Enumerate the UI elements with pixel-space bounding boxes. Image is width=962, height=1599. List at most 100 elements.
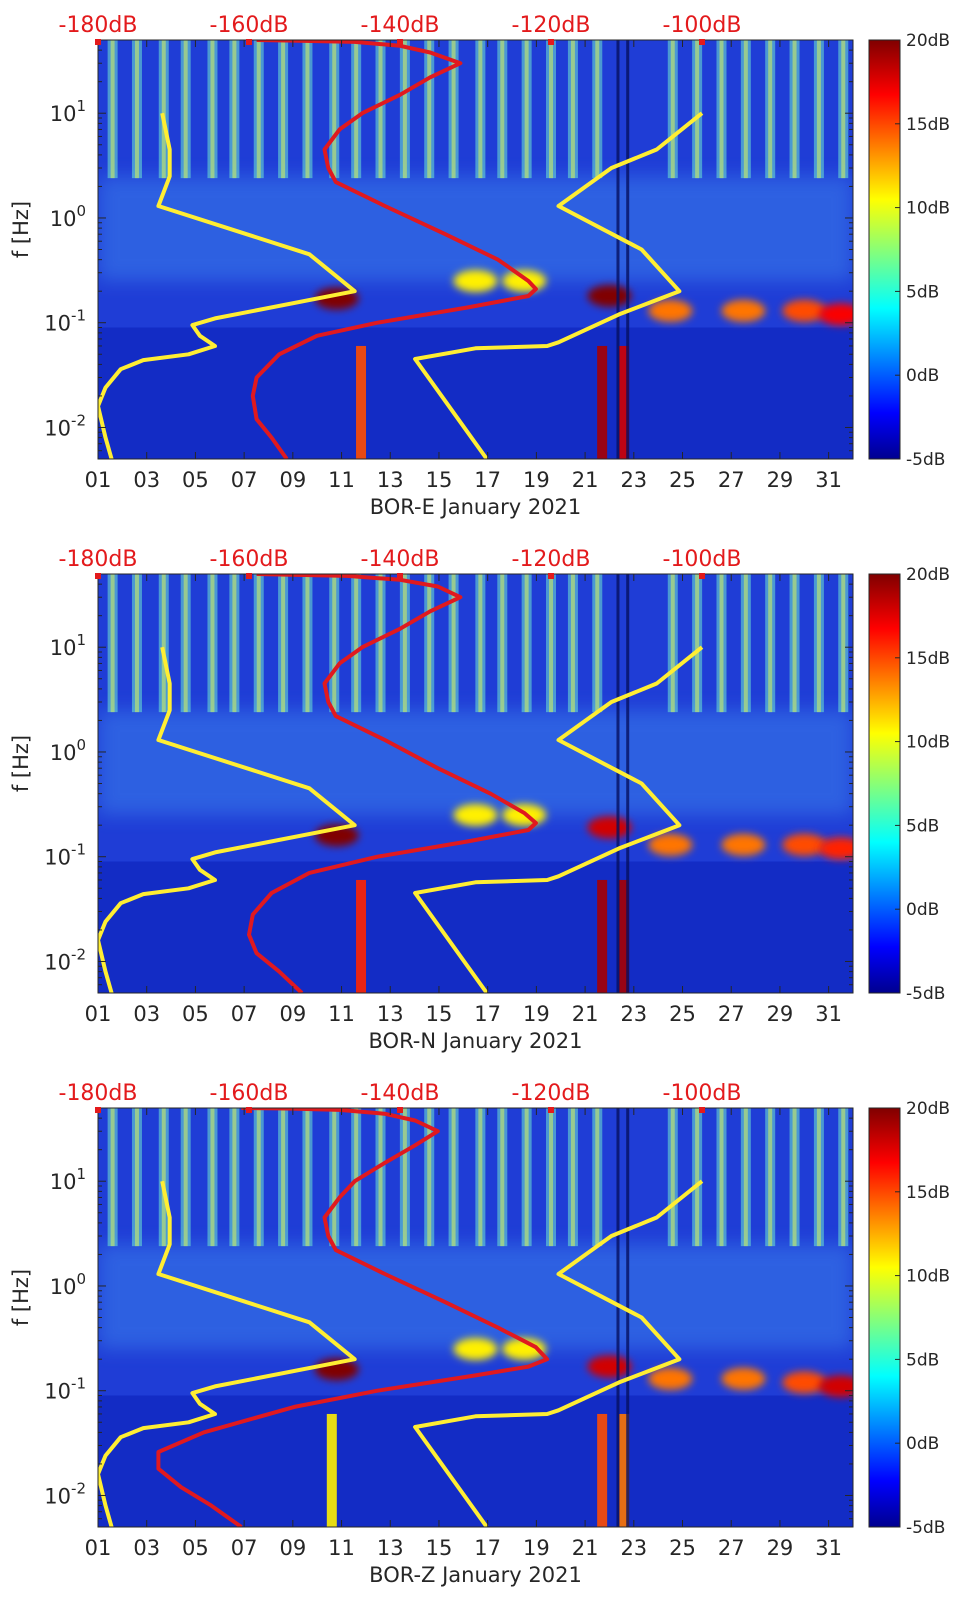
colorbar bbox=[868, 1107, 901, 1528]
x-axis-label: BOR-Z January 2021 bbox=[369, 1563, 582, 1587]
daily-band-core bbox=[210, 40, 215, 179]
energy-blob bbox=[721, 833, 766, 856]
colorbar bbox=[868, 39, 901, 460]
x-tick-label: 05 bbox=[182, 1002, 209, 1026]
daily-band-core bbox=[500, 40, 505, 179]
energy-blob bbox=[502, 1338, 547, 1361]
daily-band-core bbox=[743, 40, 748, 179]
daily-band-core bbox=[595, 574, 600, 713]
x-tick-label: 01 bbox=[85, 468, 112, 492]
y-axis-label: f [Hz] bbox=[9, 735, 33, 792]
daily-band-core bbox=[816, 574, 821, 713]
x-tick-label: 23 bbox=[620, 468, 647, 492]
top-db-label: -140dB bbox=[361, 547, 440, 572]
top-db-tick-dot bbox=[397, 573, 403, 579]
daily-band-core bbox=[792, 40, 797, 179]
noise-model-high-curve bbox=[413, 111, 704, 459]
noise-model-high-curve bbox=[413, 1179, 704, 1527]
event-column bbox=[326, 1413, 337, 1527]
x-tick-label: 09 bbox=[279, 1536, 306, 1560]
colorbar-tick-label: 15dB bbox=[906, 649, 950, 669]
energy-blob bbox=[782, 299, 827, 322]
energy-blob bbox=[721, 299, 766, 322]
x-axis-label: BOR-E January 2021 bbox=[370, 495, 582, 519]
energy-blob bbox=[587, 284, 632, 307]
top-db-label: -180dB bbox=[59, 13, 138, 38]
daily-band-core bbox=[378, 574, 383, 713]
daily-band-core bbox=[451, 574, 456, 713]
top-db-tick-dot bbox=[548, 573, 554, 579]
daily-band-core bbox=[134, 40, 139, 179]
x-tick-label: 11 bbox=[328, 468, 355, 492]
x-tick-label: 07 bbox=[231, 1002, 258, 1026]
x-tick-label: 21 bbox=[572, 1536, 599, 1560]
energy-blob bbox=[818, 1375, 853, 1398]
x-tick-label: 13 bbox=[377, 1002, 404, 1026]
energy-blob bbox=[453, 270, 498, 293]
daily-band-core bbox=[210, 574, 215, 713]
daily-band-core bbox=[427, 40, 432, 179]
spectrogram-panel: 01 03 05 07 09 11 13 15 17 19 21 23 25 27 29 31 BOR-N Ja… bbox=[9, 547, 950, 1053]
top-db-tick-dot bbox=[246, 573, 252, 579]
daily-band-core bbox=[570, 40, 575, 179]
x-tick-label: 27 bbox=[718, 1536, 745, 1560]
daily-band-core bbox=[110, 40, 115, 179]
y-tick-label: 101 bbox=[50, 631, 86, 660]
daily-band-core bbox=[670, 40, 675, 179]
daily-band-core bbox=[841, 1108, 846, 1247]
colorbar-tick-label: 20dB bbox=[906, 31, 950, 51]
x-tick-label: 15 bbox=[426, 1536, 453, 1560]
colorbar-tick-label: 0dB bbox=[906, 366, 939, 386]
top-db-label: -100dB bbox=[663, 547, 742, 572]
colorbar-tick-label: 0dB bbox=[906, 1434, 939, 1454]
x-tick-label: 11 bbox=[328, 1002, 355, 1026]
energy-blob bbox=[818, 837, 853, 860]
plot-area bbox=[98, 40, 853, 459]
daily-band-core bbox=[595, 1108, 600, 1247]
y-tick-label: 100 bbox=[50, 1270, 86, 1299]
daily-band-core bbox=[427, 574, 432, 713]
data-gap-line bbox=[626, 574, 630, 993]
x-tick-label: 15 bbox=[426, 468, 453, 492]
top-db-label: -160dB bbox=[210, 1081, 289, 1106]
top-db-tick-dot bbox=[397, 1107, 403, 1113]
energy-blob bbox=[502, 270, 547, 293]
daily-band-core bbox=[595, 40, 600, 179]
top-db-label: -100dB bbox=[663, 1081, 742, 1106]
microseism-haze bbox=[98, 710, 853, 816]
x-tick-label: 29 bbox=[767, 1002, 794, 1026]
x-tick-label: 07 bbox=[231, 1536, 258, 1560]
top-db-label: -100dB bbox=[663, 13, 742, 38]
event-column bbox=[356, 879, 367, 993]
top-db-label: -180dB bbox=[59, 547, 138, 572]
x-tick-label: 31 bbox=[815, 1002, 842, 1026]
data-gap-line bbox=[626, 1108, 630, 1527]
daily-band-core bbox=[500, 1108, 505, 1247]
x-tick-label: 05 bbox=[182, 468, 209, 492]
event-column bbox=[597, 1413, 608, 1527]
y-axis-label: f [Hz] bbox=[9, 201, 33, 258]
daily-band-core bbox=[478, 1108, 483, 1247]
daily-band-core bbox=[161, 574, 166, 713]
energy-blob bbox=[453, 1338, 498, 1361]
x-tick-label: 15 bbox=[426, 1002, 453, 1026]
energy-blob bbox=[782, 833, 827, 856]
daily-band-core bbox=[549, 40, 553, 179]
noise-model-high-curve bbox=[413, 645, 704, 993]
daily-band-core bbox=[743, 574, 748, 713]
daily-band-core bbox=[816, 40, 821, 179]
x-tick-label: 05 bbox=[182, 1536, 209, 1560]
top-db-tick-dot bbox=[95, 1107, 101, 1113]
y-tick-label: 10-2 bbox=[44, 411, 86, 440]
daily-band-core bbox=[305, 40, 310, 179]
top-db-tick-dot bbox=[246, 39, 252, 45]
daily-band-core bbox=[183, 1108, 188, 1247]
daily-band-core bbox=[768, 1108, 773, 1247]
top-db-label: -160dB bbox=[210, 547, 289, 572]
data-gap-line bbox=[616, 40, 620, 459]
energy-blob bbox=[648, 1367, 693, 1390]
top-db-tick-dot bbox=[548, 1107, 554, 1113]
daily-band-core bbox=[256, 574, 261, 713]
top-db-label: -120dB bbox=[512, 1081, 591, 1106]
daily-band-core bbox=[232, 1108, 237, 1247]
